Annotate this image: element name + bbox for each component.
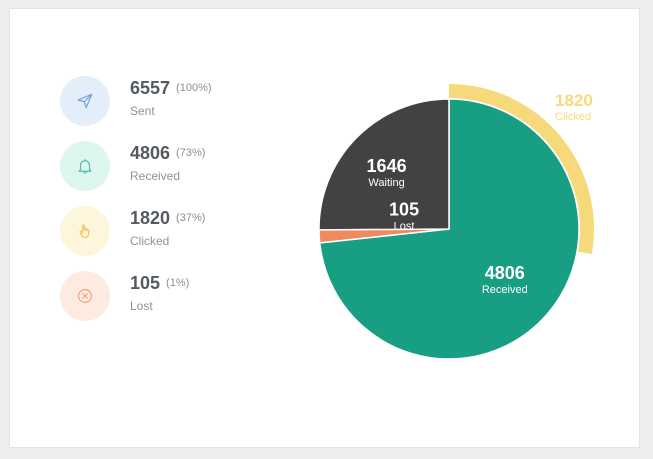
stat-received: 4806 (73%) Received	[60, 141, 300, 191]
pie-label-value: 4806	[485, 263, 525, 283]
pie-label-name: Lost	[394, 221, 415, 233]
stat-percent: (100%)	[176, 82, 212, 94]
pointer-hand-icon	[60, 206, 110, 256]
stat-value: 1820 (37%)	[130, 208, 206, 228]
stat-percent: (37%)	[176, 212, 206, 224]
stat-value: 105 (1%)	[130, 273, 190, 293]
stat-label: Lost	[130, 299, 153, 313]
stat-value: 6557 (100%)	[130, 78, 212, 98]
stat-lost: 105 (1%) Lost	[60, 271, 300, 321]
stat-value: 4806 (73%)	[130, 143, 206, 163]
stats-card: 6557 (100%) Sent 4806 (73%) Received 1820(…	[9, 8, 640, 448]
stat-label: Received	[130, 169, 181, 183]
arc-label-name: Clicked	[555, 111, 591, 123]
stat-percent: (73%)	[176, 147, 206, 159]
send-icon	[60, 76, 110, 126]
pie-label-value: 105	[389, 200, 419, 220]
stat-clicked: 1820 (37%) Clicked	[60, 206, 300, 256]
pie-label-value: 1646	[367, 156, 407, 176]
stat-sent: 6557 (100%) Sent	[60, 76, 300, 126]
pie-label-name: Waiting	[368, 177, 404, 189]
stat-label: Sent	[130, 104, 155, 118]
pie-arc-clicked	[449, 84, 594, 254]
stat-percent: (1%)	[166, 277, 190, 289]
pie-slice-waiting	[318, 98, 450, 231]
stat-label: Clicked	[130, 234, 170, 248]
cancel-circle-icon	[60, 271, 110, 321]
pie-label-name: Received	[482, 284, 528, 296]
bell-icon	[60, 141, 110, 191]
arc-label-value: 1820	[555, 91, 593, 110]
